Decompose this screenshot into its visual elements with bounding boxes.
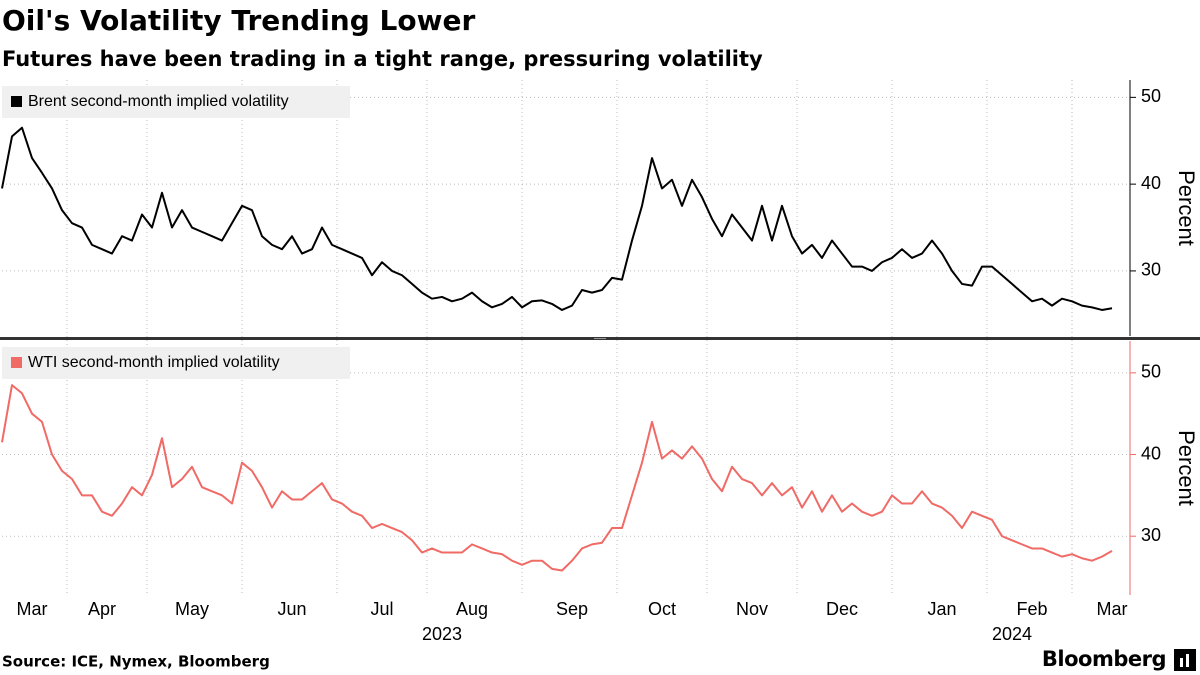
x-tick-label: Mar bbox=[17, 599, 48, 619]
legend-bg bbox=[2, 86, 350, 118]
legend-bg bbox=[2, 347, 350, 379]
y-tick-label: 30 bbox=[1141, 260, 1161, 280]
x-year-label: 2024 bbox=[992, 624, 1032, 644]
legend-label: WTI second-month implied volatility bbox=[28, 354, 280, 371]
y-axis-label: Percent bbox=[1174, 170, 1199, 246]
brand-icon-bar bbox=[1186, 654, 1189, 667]
x-tick-label: Aug bbox=[456, 599, 488, 619]
x-tick-label: Mar bbox=[1097, 599, 1128, 619]
source-note: Source: ICE, Nymex, Bloomberg bbox=[2, 653, 270, 671]
legend-swatch bbox=[11, 96, 22, 107]
x-tick-label: Dec bbox=[826, 599, 858, 619]
legend-label: Brent second-month implied volatility bbox=[28, 93, 289, 110]
x-tick-label: Jun bbox=[277, 599, 306, 619]
brand-icon bbox=[1174, 649, 1196, 671]
x-year-label: 2023 bbox=[422, 624, 462, 644]
legend-swatch bbox=[11, 357, 22, 368]
y-tick-label: 40 bbox=[1141, 443, 1161, 463]
y-tick-label: 30 bbox=[1141, 525, 1161, 545]
x-tick-label: Apr bbox=[88, 599, 116, 619]
x-tick-label: Jan bbox=[927, 599, 956, 619]
brand-logo: Bloomberg bbox=[1042, 647, 1166, 671]
x-tick-label: Feb bbox=[1016, 599, 1047, 619]
x-tick-label: May bbox=[175, 599, 209, 619]
brand-icon-bar bbox=[1180, 658, 1183, 667]
x-tick-label: Jul bbox=[370, 599, 393, 619]
chart-title: Oil's Volatility Trending Lower bbox=[2, 4, 475, 37]
y-axis-label: Percent bbox=[1174, 430, 1199, 506]
chart-subtitle: Futures have been trading in a tight ran… bbox=[2, 47, 763, 71]
y-tick-label: 50 bbox=[1141, 86, 1161, 106]
data-line bbox=[1, 126, 1113, 311]
y-tick-label: 40 bbox=[1141, 173, 1161, 193]
x-tick-label: Sep bbox=[556, 599, 588, 619]
x-tick-label: Oct bbox=[648, 599, 676, 619]
data-line bbox=[1, 384, 1113, 572]
y-tick-label: 50 bbox=[1141, 362, 1161, 382]
x-tick-label: Nov bbox=[736, 599, 768, 619]
